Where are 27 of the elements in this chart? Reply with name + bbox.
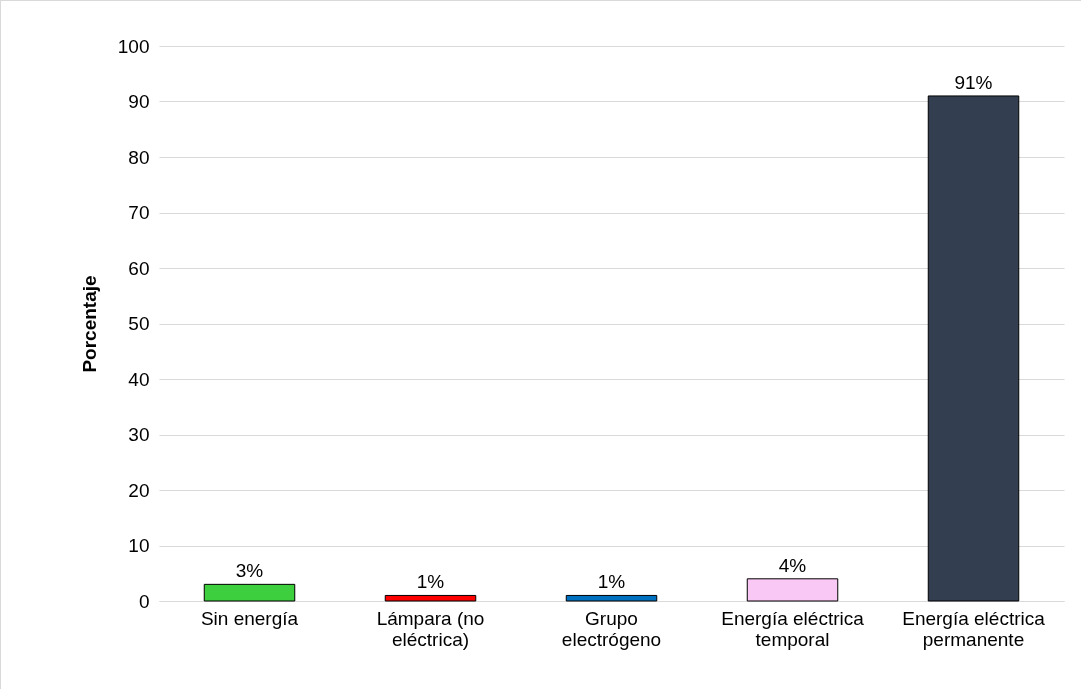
x-tick-label: Lámpara (no eléctrica) [376,607,485,650]
data-label: 1% [416,571,445,593]
y-tick-label: 70 [128,202,150,223]
bar [203,583,296,602]
y-tick-label: 60 [128,257,150,279]
y-tick-label: 20 [128,479,150,501]
bar [565,594,658,602]
x-tick-label: Grupo electrógeno [561,607,662,650]
y-axis-title: Porcentaje [78,275,100,373]
data-label: 4% [778,554,807,576]
y-tick-label: 90 [128,91,150,112]
data-label: 91% [954,71,993,93]
y-tick-label: 80 [128,146,150,168]
y-tick-label: 100 [117,35,150,57]
data-label: 1% [597,571,626,593]
bar [927,95,1020,602]
x-tick-label: Sin energía [200,607,299,629]
bar [746,578,839,602]
y-tick-label: 30 [128,424,150,445]
y-tick-label: 50 [128,313,150,334]
y-tick-label: 10 [128,535,150,556]
bar [384,594,477,602]
x-tick-label: Energía eléctrica temporal [721,607,865,650]
y-tick-label: 0 [138,590,150,612]
x-tick-label: Energía eléctrica permanente [902,607,1046,650]
y-tick-label: 40 [128,368,150,390]
data-label: 3% [235,560,264,582]
